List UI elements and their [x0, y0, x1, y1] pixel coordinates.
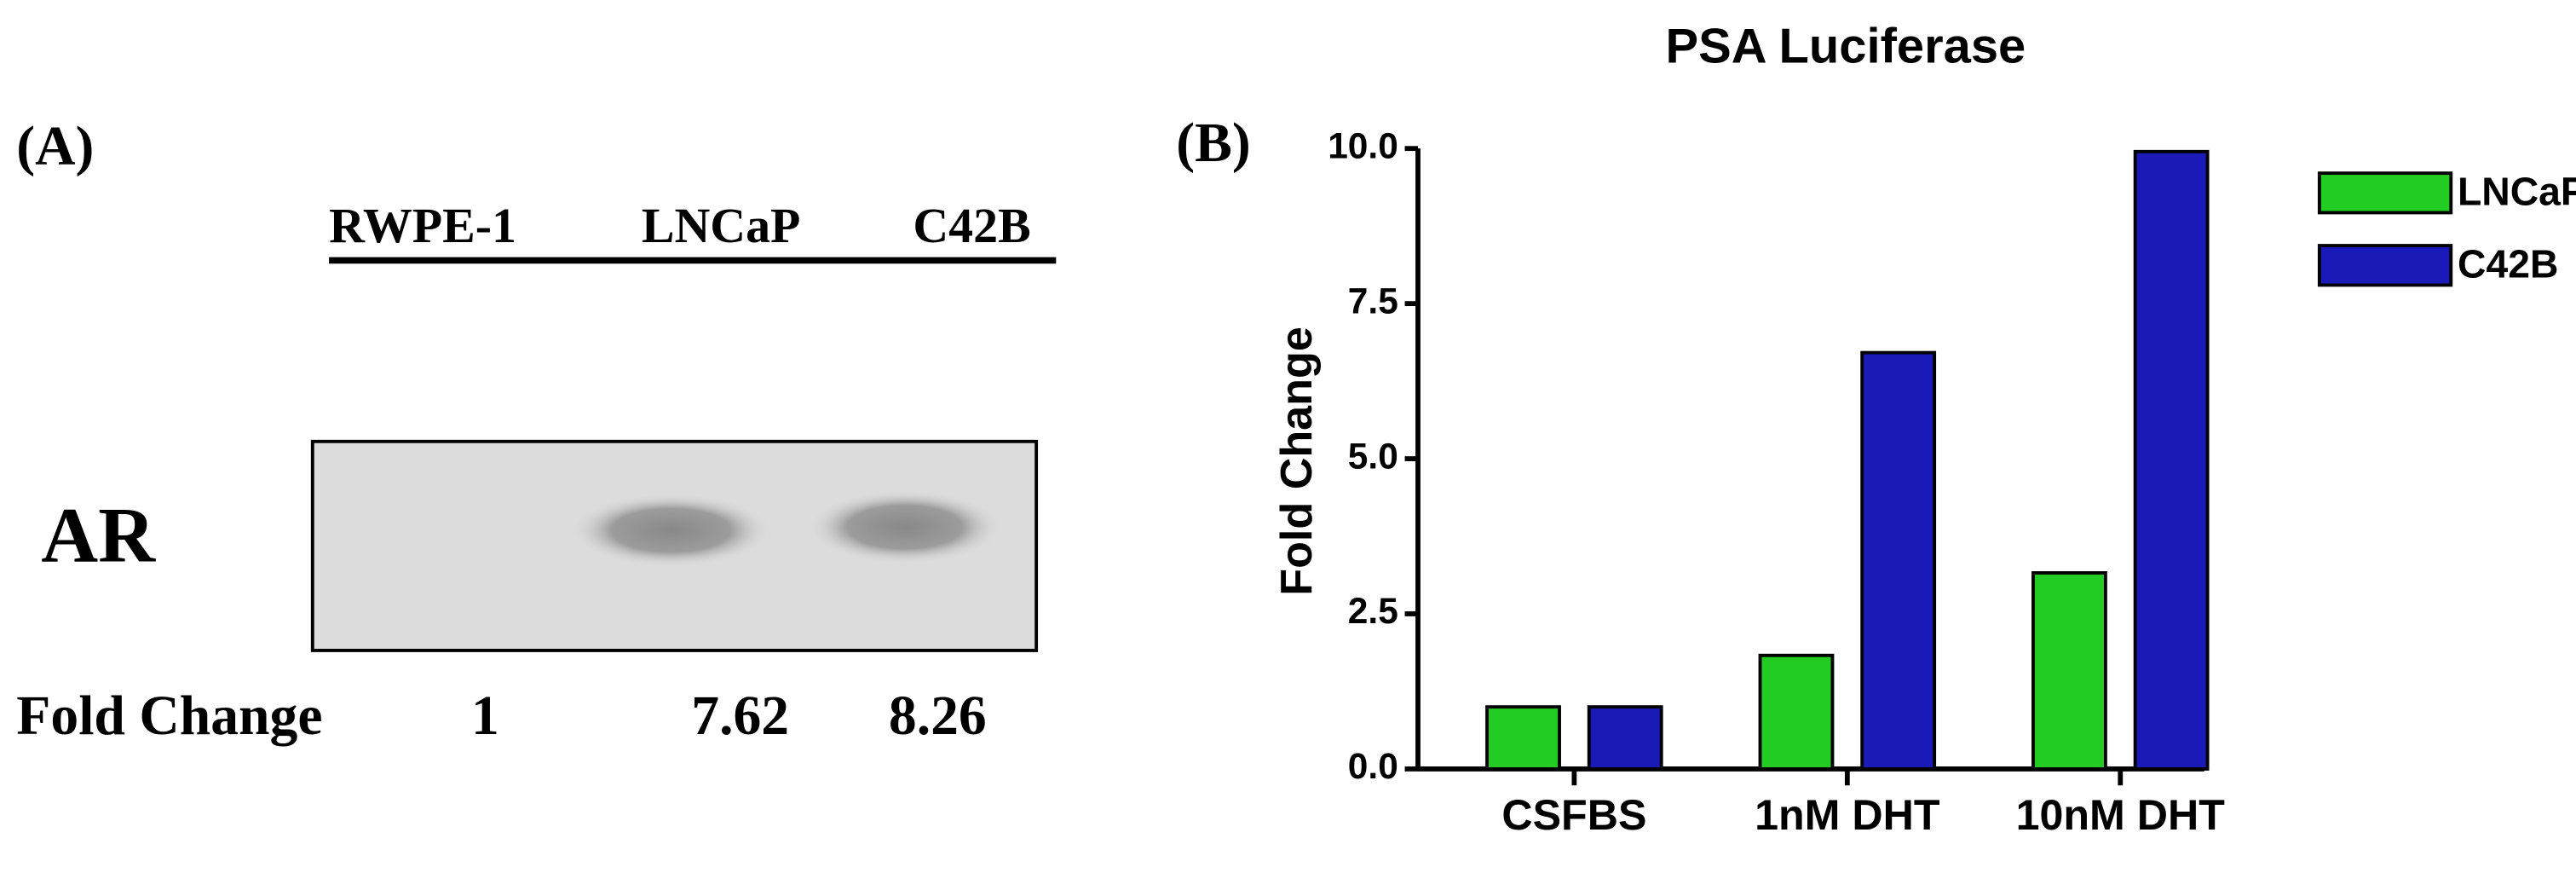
y-tick-label: 2.5 — [1348, 591, 1398, 631]
legend-label: LNCaP — [2458, 169, 2576, 213]
lane-label: LNCaP — [642, 198, 801, 253]
y-tick-label: 10.0 — [1328, 125, 1398, 165]
fold-change-label: Fold Change — [16, 685, 322, 747]
fold-change-value: 1 — [471, 685, 499, 747]
chart-title: PSA Luciferase — [1666, 20, 2026, 74]
panel-label: (B) — [1176, 113, 1250, 174]
x-tick-label: CSFBS — [1501, 791, 1646, 839]
bar — [1758, 653, 1835, 771]
legend-label: C42B — [2458, 241, 2558, 286]
panel-a: (A) RWPE-1 LNCaP C42B AR Fold Change 1 7… — [16, 116, 1057, 747]
bar — [1860, 350, 1937, 771]
fold-change-value: 8.26 — [889, 685, 987, 747]
y-axis-label: Fold Change — [1272, 327, 1322, 596]
bar — [1485, 705, 1561, 771]
lane-label: C42B — [913, 198, 1030, 253]
y-tick-label: 5.0 — [1348, 436, 1398, 476]
legend-swatch — [2317, 244, 2453, 287]
fold-change-value: 7.62 — [691, 685, 789, 747]
x-tick-label: 10nM DHT — [2016, 791, 2226, 839]
panel-label: (A) — [16, 116, 94, 177]
blot-band — [809, 490, 1000, 564]
blot-band — [572, 494, 770, 567]
bar — [1587, 705, 1663, 771]
lane-label: RWPE-1 — [329, 198, 516, 253]
x-tick-label: 1nM DHT — [1755, 791, 1940, 839]
bar — [2133, 149, 2210, 771]
legend-swatch — [2317, 171, 2453, 215]
row-label: AR — [41, 492, 156, 580]
panel-b: (B) PSA Luciferase Fold Change 0.0 2.5 5.0… — [1176, 20, 2576, 839]
y-tick-label: 0.0 — [1348, 746, 1398, 786]
bar — [2031, 571, 2107, 771]
y-tick-label: 7.5 — [1348, 280, 1398, 321]
